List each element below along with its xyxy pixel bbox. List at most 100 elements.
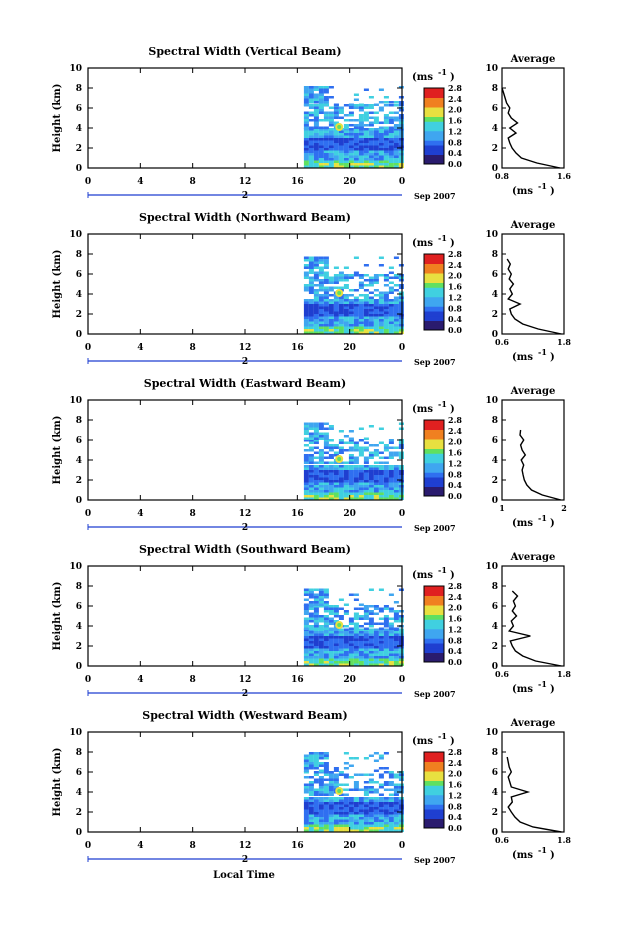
heatmap-cell	[313, 306, 319, 309]
heatmap-cell	[393, 786, 399, 789]
heatmap-cell	[393, 111, 399, 114]
heatmap-cell	[368, 802, 374, 805]
heatmap-cell	[303, 480, 309, 483]
heatmap-cell	[353, 456, 359, 459]
heatmap-cell	[348, 143, 354, 146]
heatmap-cell	[368, 610, 374, 613]
heatmap-cell	[323, 299, 329, 302]
heatmap-cell	[373, 461, 379, 464]
heatmap-cell	[363, 819, 369, 822]
heatmap-cell	[318, 588, 324, 591]
heatmap-cell	[313, 598, 319, 601]
heatmap-cell	[323, 467, 329, 470]
heatmap-cell	[348, 467, 354, 470]
heatmap-cell	[323, 829, 329, 832]
heatmap-cell	[363, 757, 369, 760]
heatmap-cell	[303, 610, 309, 613]
heatmap-cell	[328, 786, 334, 789]
heatmap-cell	[353, 477, 359, 480]
heatmap-cell	[358, 638, 364, 641]
heatmap-cell	[313, 425, 319, 428]
heatmap-cell	[318, 311, 324, 314]
heatmap-cell	[323, 625, 329, 628]
heatmap-cell	[338, 286, 344, 289]
heatmap-cell	[373, 324, 379, 327]
heatmap-cell	[333, 306, 339, 309]
heatmap-cell	[393, 612, 399, 615]
heatmap-cell	[393, 321, 399, 324]
heatmap-cell	[313, 329, 319, 332]
average-profile-line	[507, 590, 562, 667]
heatmap-cell	[338, 153, 344, 156]
heatmap-cell	[323, 437, 329, 440]
heatmap-cell	[373, 814, 379, 817]
heatmap-cell	[333, 279, 339, 282]
heatmap-cell	[388, 148, 394, 151]
colorbar-swatch	[424, 605, 444, 611]
colorbar-swatch	[424, 277, 444, 283]
y-tick-label: 0	[76, 164, 82, 174]
heatmap-cell	[318, 487, 324, 490]
heatmap-cell	[383, 461, 389, 464]
heatmap-cell	[328, 311, 334, 314]
heatmap-cell	[323, 294, 329, 297]
heatmap-cell	[373, 309, 379, 312]
heatmap-cell	[373, 116, 379, 119]
heatmap-cell	[383, 467, 389, 470]
heatmap-cell	[323, 661, 329, 664]
heatmap-cell	[393, 128, 399, 131]
heatmap-cell	[363, 472, 369, 475]
heatmap-cell	[388, 653, 394, 656]
heatmap-cell	[343, 663, 349, 666]
heatmap-cell	[368, 321, 374, 324]
heatmap-cell	[328, 306, 334, 309]
heatmap-cell	[308, 281, 314, 284]
heatmap-cell	[333, 809, 339, 812]
heatmap-cell	[383, 824, 389, 827]
heatmap-cell	[308, 148, 314, 151]
heatmap-cell	[363, 495, 369, 498]
heatmap-cell	[308, 256, 314, 259]
heatmap-cell	[383, 155, 389, 158]
average-y-tick-label: 2	[492, 642, 498, 652]
heatmap-cell	[313, 487, 319, 490]
heatmap-cell	[323, 485, 329, 488]
colorbar-tick-label: 1.6	[448, 116, 462, 126]
heatmap-cell	[358, 607, 364, 610]
heatmap-cell	[373, 759, 379, 762]
colorbar-tick-label: 0.4	[448, 646, 462, 656]
heatmap-cell	[328, 425, 334, 428]
colorbar-swatch	[424, 159, 444, 165]
heatmap-cell	[383, 158, 389, 161]
heatmap-cell	[388, 656, 394, 659]
heatmap-cell	[303, 150, 309, 153]
heatmap-cell	[383, 633, 389, 636]
heatmap-cell	[333, 133, 339, 136]
heatmap-cell	[373, 628, 379, 631]
heatmap-cell	[368, 130, 374, 133]
heatmap-cell	[358, 331, 364, 334]
heatmap-cell	[323, 158, 329, 161]
heatmap-cell	[338, 321, 344, 324]
average-y-tick-label: 10	[485, 64, 498, 74]
heatmap-cell	[333, 769, 339, 772]
heatmap-cell	[368, 482, 374, 485]
heatmap-cell	[358, 321, 364, 324]
heatmap-cell	[343, 793, 349, 796]
heatmap-cell	[338, 643, 344, 646]
heatmap-cell	[388, 781, 394, 784]
heatmap-cell	[383, 326, 389, 329]
heatmap-cell	[343, 752, 349, 755]
colorbar-tick-label: 0.0	[448, 823, 462, 833]
colorbar-swatch	[424, 785, 444, 791]
heatmap-cell	[343, 133, 349, 136]
heatmap-cell	[358, 103, 364, 106]
heatmap-cell	[363, 467, 369, 470]
colorbar-tick-label: 2.4	[448, 758, 462, 768]
heatmap-cell	[368, 150, 374, 153]
heatmap-cell	[323, 91, 329, 94]
x-tick-label: 12	[239, 177, 252, 187]
heatmap-cell	[353, 656, 359, 659]
heatmap-cell	[363, 461, 369, 464]
heatmap-cell	[378, 651, 384, 654]
